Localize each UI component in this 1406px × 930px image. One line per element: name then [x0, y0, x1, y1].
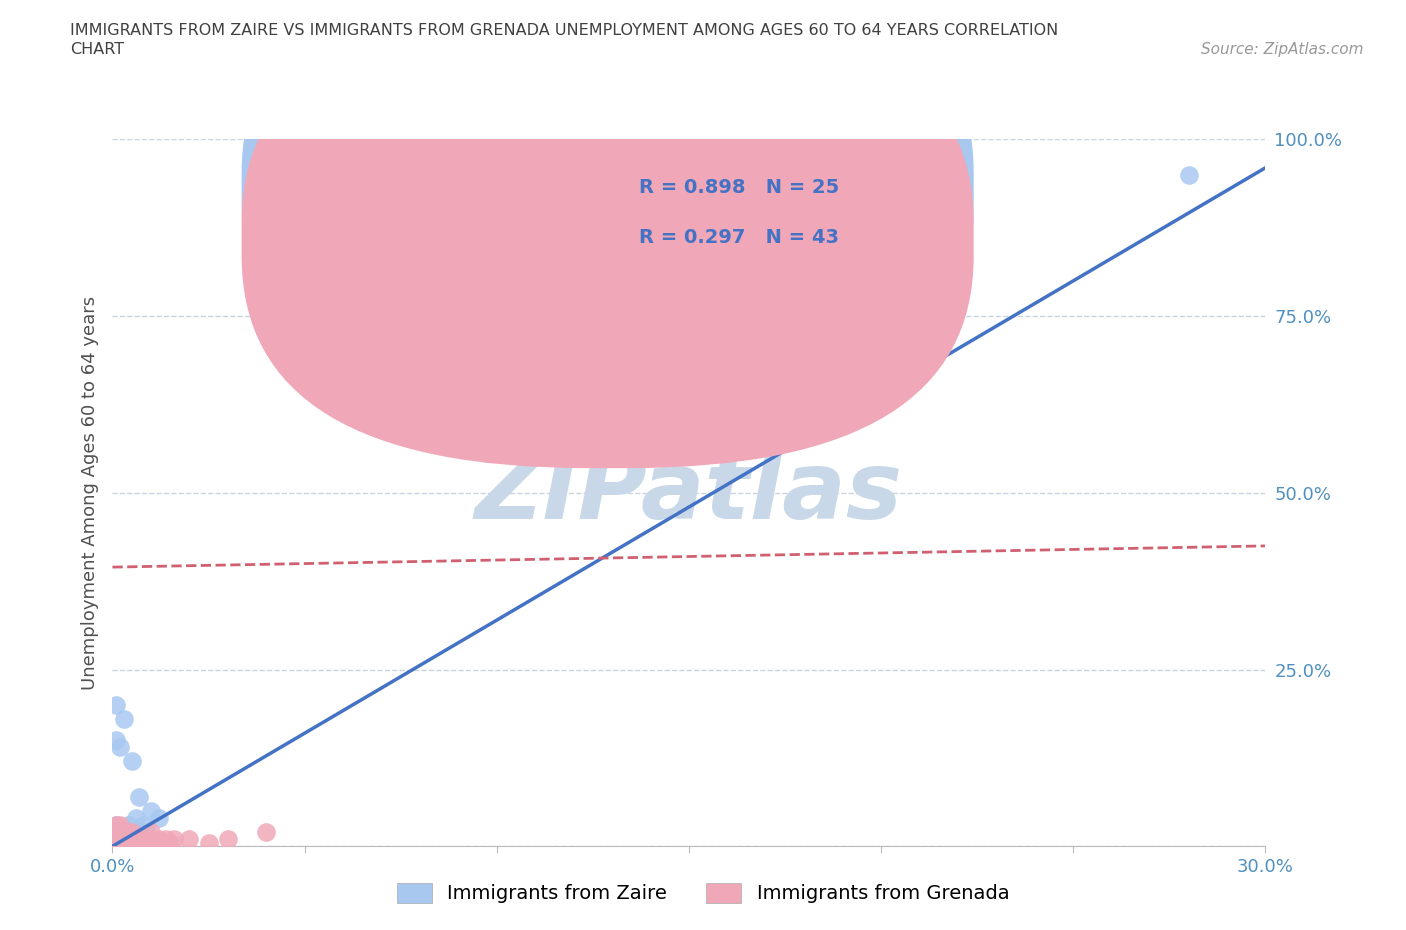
Point [254, 825, 277, 840]
Point [108, 817, 131, 832]
Point [132, 817, 155, 832]
Point [103, 825, 125, 840]
Point [136, 835, 159, 850]
Point [117, 817, 139, 832]
Point [128, 835, 150, 850]
Point [139, 804, 162, 818]
Point [179, 831, 201, 846]
Point [112, 835, 135, 850]
Point [108, 831, 131, 846]
Point [136, 825, 159, 840]
Point [108, 825, 131, 840]
Text: R = 0.297   N = 43: R = 0.297 N = 43 [640, 228, 839, 246]
Point [121, 754, 143, 769]
Point [217, 831, 239, 846]
Point [105, 817, 128, 832]
Text: ZIPatlas: ZIPatlas [475, 447, 903, 538]
Point [152, 835, 174, 850]
Y-axis label: Unemployment Among Ages 60 to 64 years: Unemployment Among Ages 60 to 64 years [80, 296, 98, 690]
Point [139, 831, 162, 846]
Point [128, 831, 150, 846]
Point [117, 831, 139, 846]
Point [104, 831, 127, 846]
Point [112, 825, 135, 840]
Point [148, 811, 170, 826]
Point [128, 790, 150, 804]
Point [197, 835, 219, 850]
Point [105, 835, 128, 850]
Point [104, 835, 127, 850]
Point [163, 831, 186, 846]
Point [112, 831, 135, 846]
Point [124, 831, 146, 846]
Point [112, 825, 135, 840]
Point [104, 831, 127, 846]
Text: CHART: CHART [70, 42, 124, 57]
FancyBboxPatch shape [568, 155, 879, 273]
Point [103, 835, 125, 850]
Point [121, 825, 143, 840]
Point [128, 825, 150, 840]
Point [132, 835, 155, 850]
Point [105, 817, 128, 832]
Legend: Immigrants from Zaire, Immigrants from Grenada: Immigrants from Zaire, Immigrants from G… [389, 875, 1017, 911]
Point [105, 698, 128, 712]
Point [105, 825, 128, 840]
Point [108, 835, 131, 850]
Point [108, 831, 131, 846]
Point [124, 835, 146, 850]
Point [124, 811, 146, 826]
Point [159, 835, 181, 850]
Point [143, 835, 166, 850]
Point [112, 711, 135, 726]
Point [121, 831, 143, 846]
Point [105, 831, 128, 846]
Point [108, 825, 131, 840]
Point [117, 835, 139, 850]
Point [105, 825, 128, 840]
FancyBboxPatch shape [242, 10, 974, 468]
FancyBboxPatch shape [242, 0, 974, 418]
Point [103, 831, 125, 846]
Text: Source: ZipAtlas.com: Source: ZipAtlas.com [1201, 42, 1364, 57]
Point [139, 825, 162, 840]
Point [108, 740, 131, 755]
Point [121, 825, 143, 840]
Point [132, 831, 155, 846]
Point [105, 733, 128, 748]
Point [1177, 167, 1199, 182]
Point [112, 831, 135, 846]
Text: IMMIGRANTS FROM ZAIRE VS IMMIGRANTS FROM GRENADA UNEMPLOYMENT AMONG AGES 60 TO 6: IMMIGRANTS FROM ZAIRE VS IMMIGRANTS FROM… [70, 23, 1059, 38]
Point [105, 831, 128, 846]
Point [155, 831, 177, 846]
Point [103, 835, 125, 850]
Point [121, 835, 143, 850]
Point [148, 831, 170, 846]
Point [124, 831, 146, 846]
Point [104, 825, 127, 840]
Text: R = 0.898   N = 25: R = 0.898 N = 25 [640, 178, 839, 197]
Point [117, 831, 139, 846]
Point [117, 825, 139, 840]
